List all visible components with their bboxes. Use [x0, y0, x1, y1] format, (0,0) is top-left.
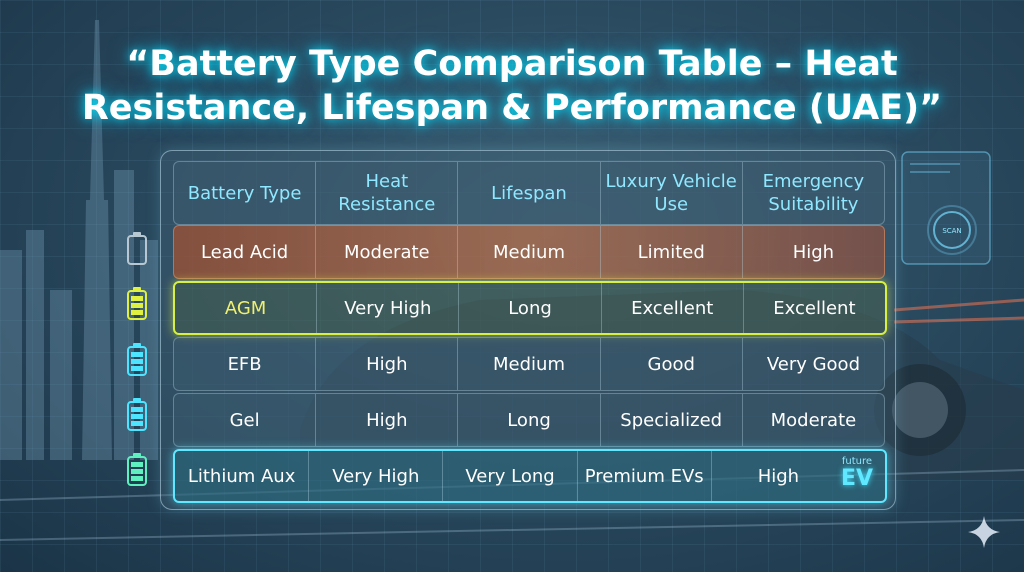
table-row: Lead Acid Moderate Medium Limited High — [173, 225, 885, 279]
sparkle-icon — [968, 516, 1000, 548]
table-row: EFB High Medium Good Very Good — [173, 337, 885, 391]
table-cell: Moderate — [316, 226, 459, 278]
table-row: Gel High Long Specialized Moderate — [173, 393, 885, 447]
table-cell: Very High — [317, 283, 460, 333]
table-cell: High — [792, 241, 835, 263]
badge-small-text: future — [841, 456, 873, 467]
comparison-table: Battery Type Heat Resistance Lifespan Lu… — [160, 150, 896, 510]
header-cell: Luxury Vehicle Use — [601, 162, 743, 224]
table-cell-text: High — [757, 465, 800, 487]
table-cell: Excellent — [773, 297, 856, 319]
table-cell: AGM — [175, 283, 318, 333]
header-cell: Emergency Suitability — [762, 171, 865, 215]
battery-full-green-icon — [127, 453, 147, 486]
table-cell: Good — [601, 338, 743, 390]
table-cell: Limited — [601, 226, 743, 278]
battery-full-yellow-icon — [127, 287, 147, 320]
table-cell: Very Good — [766, 353, 860, 375]
table-cell: Very Long — [443, 451, 578, 501]
table-header-row: Battery Type Heat Resistance Lifespan Lu… — [173, 161, 885, 225]
badge-large-text: EV — [840, 466, 874, 491]
table-cell: Specialized — [601, 394, 743, 446]
future-ev-badge: future EV — [841, 457, 873, 491]
table-cell: Excellent — [602, 283, 744, 333]
battery-icon-column — [118, 0, 158, 572]
page-title: “Battery Type Comparison Table – Heat Re… — [0, 42, 1024, 130]
battery-full-cyan-icon — [127, 343, 147, 376]
table-cell: Long — [458, 394, 601, 446]
table-cell: Premium EVs — [578, 451, 712, 501]
table-cell: High — [316, 394, 459, 446]
table-cell: Lithium Aux — [175, 451, 310, 501]
hud-scan-icon: SCAN — [901, 151, 991, 265]
table-cell: Gel — [174, 394, 317, 446]
table-row: Lithium Aux Very High Very Long Premium … — [173, 449, 887, 503]
table-cell: Moderate — [770, 409, 857, 431]
header-cell: Battery Type — [174, 162, 317, 224]
hud-label: SCAN — [942, 227, 961, 235]
table-cell: Medium — [458, 226, 601, 278]
table-cell: Very High — [309, 451, 444, 501]
table-cell: EFB — [174, 338, 317, 390]
table-cell: Lead Acid — [174, 226, 317, 278]
table-row: AGM Very High Long Excellent Excellent — [173, 281, 887, 335]
table-cell: High — [316, 338, 459, 390]
title-line-2: Resistance, Lifespan & Performance (UAE)… — [81, 88, 943, 128]
table-cell: Medium — [458, 338, 601, 390]
title-line-1: “Battery Type Comparison Table – Heat — [126, 44, 898, 84]
battery-full-cyan-icon — [127, 398, 147, 431]
table-cell-with-badge: High future EV — [712, 451, 885, 501]
battery-empty-icon — [127, 232, 147, 265]
header-cell: Lifespan — [458, 162, 601, 224]
table-cell: Long — [459, 283, 602, 333]
header-cell: Heat Resistance — [316, 162, 459, 224]
